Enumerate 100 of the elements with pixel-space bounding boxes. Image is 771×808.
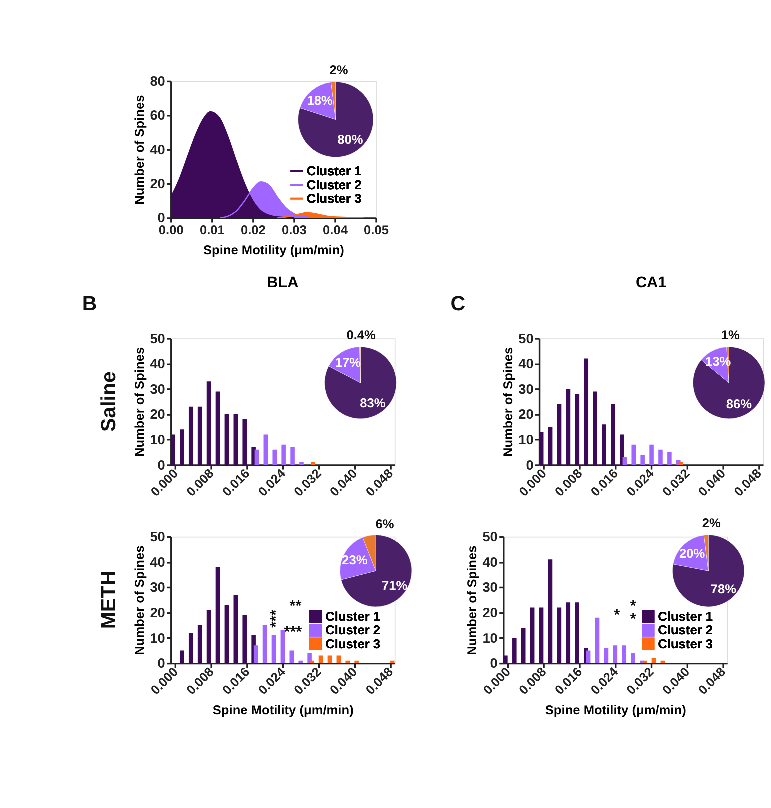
- bar: [224, 605, 230, 664]
- y-tick-label: 40: [482, 554, 498, 570]
- data-label: 2%: [330, 62, 349, 78]
- data-label: 71%: [382, 578, 408, 593]
- y-tick-label: 0: [490, 656, 498, 672]
- pie-slice: [693, 346, 766, 419]
- bar: [530, 608, 535, 664]
- bar: [234, 414, 238, 466]
- bar: [640, 454, 645, 466]
- x-tick-label: 0.01: [200, 222, 225, 238]
- data-label: 20%: [680, 546, 706, 562]
- bar: [521, 628, 526, 664]
- bar: [593, 392, 598, 466]
- bar: [622, 646, 627, 664]
- bar: [620, 434, 624, 466]
- bar: [602, 424, 606, 466]
- data-label: 1%: [721, 327, 740, 342]
- x-tick-label: 0.04: [323, 222, 349, 238]
- y-tick-label: 0: [158, 656, 166, 672]
- bar: [300, 462, 304, 466]
- legend-label: Cluster 1: [326, 609, 381, 624]
- y-tick-label: 50: [150, 331, 166, 346]
- y-axis-title: Number of Spines: [500, 347, 516, 458]
- y-tick-label: 30: [150, 382, 166, 397]
- bar: [242, 615, 247, 664]
- pie-slice: [324, 346, 397, 420]
- bar: [224, 414, 230, 466]
- legend-label: Cluster 3: [326, 636, 381, 652]
- bar: [611, 404, 616, 466]
- bar: [234, 595, 238, 664]
- bar: [557, 404, 562, 466]
- x-axis-title: Spine Motility (μm/min): [545, 702, 686, 718]
- x-axis-title: Spine Motility (μm/min): [203, 242, 344, 258]
- bar: [604, 648, 609, 664]
- bar: [254, 646, 258, 664]
- bar: [668, 452, 672, 466]
- y-tick-label: 20: [518, 407, 534, 422]
- bar: [575, 602, 580, 664]
- data-label: 86%: [726, 396, 753, 412]
- bar: [308, 653, 312, 664]
- bar: [272, 636, 276, 664]
- bar: [242, 420, 247, 466]
- bar: [512, 638, 517, 664]
- legend-label: Cluster 2: [306, 177, 362, 192]
- bar: [272, 450, 278, 466]
- legend-label: Cluster 2: [326, 622, 381, 638]
- legend-label: Cluster 3: [658, 636, 714, 652]
- y-tick-label: 60: [150, 108, 166, 124]
- text: C: [450, 292, 466, 316]
- y-tick-label: 50: [482, 530, 498, 545]
- x-tick-label: 0.03: [282, 222, 307, 238]
- bar: [613, 646, 618, 664]
- data-label: 2%: [702, 516, 722, 531]
- y-tick-label: 50: [518, 331, 534, 346]
- chart-title: CA1: [636, 274, 668, 292]
- bar: [632, 444, 636, 466]
- bar: [188, 406, 194, 466]
- bar: [650, 444, 654, 466]
- y-tick-label: 40: [150, 356, 166, 372]
- annotation: ***: [268, 610, 286, 628]
- bar: [566, 602, 571, 664]
- legend-label: Cluster 1: [306, 164, 362, 179]
- bar: [539, 432, 544, 466]
- bar: [216, 392, 220, 466]
- x-tick-label: 0.05: [364, 222, 389, 238]
- y-axis-title: Number of Spines: [132, 347, 148, 458]
- bar: [622, 457, 628, 466]
- y-tick-label: 40: [518, 356, 534, 372]
- bar: [264, 434, 268, 466]
- pie-slice: [298, 82, 374, 158]
- bar: [216, 567, 220, 664]
- y-tick-label: 0: [158, 458, 166, 473]
- legend-label: Cluster 1: [658, 609, 714, 624]
- bar: [548, 560, 553, 664]
- y-tick-label: 10: [150, 432, 166, 448]
- legend-label: Cluster 2: [658, 622, 714, 638]
- bar: [290, 650, 294, 664]
- bar: [595, 618, 600, 664]
- y-tick-label: 20: [150, 407, 166, 422]
- y-axis-title: Number of Spines: [132, 95, 148, 205]
- y-tick-label: 10: [150, 630, 166, 646]
- bar: [254, 450, 260, 466]
- bar: [262, 625, 268, 664]
- bar: [678, 462, 684, 466]
- legend-label: Cluster 3: [306, 191, 362, 206]
- pie-slice: [341, 535, 412, 608]
- bar: [586, 650, 591, 664]
- annotation: *: [630, 611, 636, 628]
- annotation: *: [614, 606, 620, 624]
- bar: [631, 653, 636, 664]
- y-tick-label: 10: [518, 432, 534, 448]
- pie-slice: [672, 535, 745, 608]
- x-axis-title: Spine Motility (μm/min): [212, 702, 354, 718]
- bar: [539, 608, 544, 664]
- data-label: 6%: [376, 516, 395, 532]
- data-label: 83%: [360, 396, 386, 411]
- bar: [206, 610, 212, 664]
- bar: [280, 630, 286, 664]
- x-tick-label: 0.02: [240, 222, 266, 238]
- bar: [566, 389, 571, 466]
